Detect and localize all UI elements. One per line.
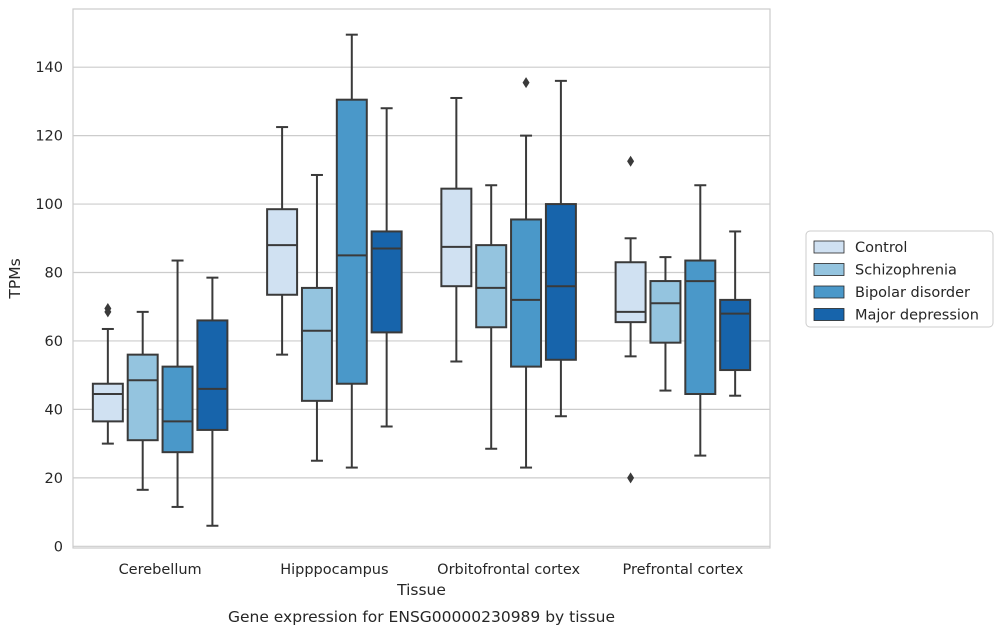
y-axis-label: TPMs [6,258,24,299]
legend-label: Control [855,240,907,256]
box-body [126,353,159,442]
box-2-2 [510,77,543,469]
box-1-3 [370,107,403,428]
y-tick-label: 100 [35,197,63,213]
box-body [266,208,299,296]
box-2-1 [475,184,508,450]
box-1-0 [266,126,299,356]
outlier-point [104,302,112,314]
box-body [510,218,543,368]
box-body [196,319,229,431]
box-3-3 [719,230,752,397]
x-tick-label: Cerebellum [119,562,202,578]
outlier-point [627,472,635,484]
box-body [684,259,717,395]
box-body [719,298,752,372]
box-body [300,286,333,402]
legend-swatch [813,263,845,276]
x-axis-label: Tissue [396,581,446,599]
y-tick-label: 140 [35,60,63,76]
y-tick-label: 20 [45,471,63,487]
box-2-0 [440,96,473,363]
legend-box [805,230,994,328]
plot-frame [72,8,771,549]
box-body [649,280,682,344]
x-tick-label: Orbitofrontal cortex [437,562,580,578]
outlier-point [522,77,530,89]
box-3-0 [614,155,647,484]
box-3-2 [684,184,717,457]
box-body [161,365,194,454]
box-1-1 [300,173,333,462]
y-tick-label: 40 [45,402,63,418]
box-body [544,203,577,361]
box-body [475,244,508,329]
box-layer [91,33,752,527]
x-tick-label: Hipppocampus [280,562,388,578]
box-body [335,98,368,385]
box-3-1 [649,256,682,392]
y-tick-label: 120 [35,129,63,145]
legend-swatch [813,285,845,299]
chart-title: Gene expression for ENSG00000230989 by t… [228,608,615,626]
y-tick-label: 0 [54,539,63,555]
outlier-point [627,155,635,167]
box-0-1 [126,310,159,491]
legend-swatch [813,240,845,254]
box-1-2 [335,33,368,469]
box-body [370,230,403,334]
y-tick-label: 80 [45,266,63,282]
y-tick-label: 60 [45,334,63,350]
box-0-0 [91,302,124,445]
legend-swatch [813,308,845,321]
legend-label: Major depression [855,308,979,324]
box-body [91,382,124,423]
box-body [440,187,473,288]
legend-label: Bipolar disorder [855,285,970,301]
box-body [614,261,647,324]
legend: Control Schizophrenia Bipolar disorder Majo… [805,230,994,328]
box-0-3 [196,276,229,527]
box-0-2 [161,259,194,508]
legend-label: Schizophrenia [855,263,957,279]
x-tick-label: Prefrontal cortex [622,562,743,578]
tick-labels: 0 20 40 60 80 100 120 140 Cerebellum Hipppocampus… [35,60,743,578]
box-2-3 [544,79,577,418]
